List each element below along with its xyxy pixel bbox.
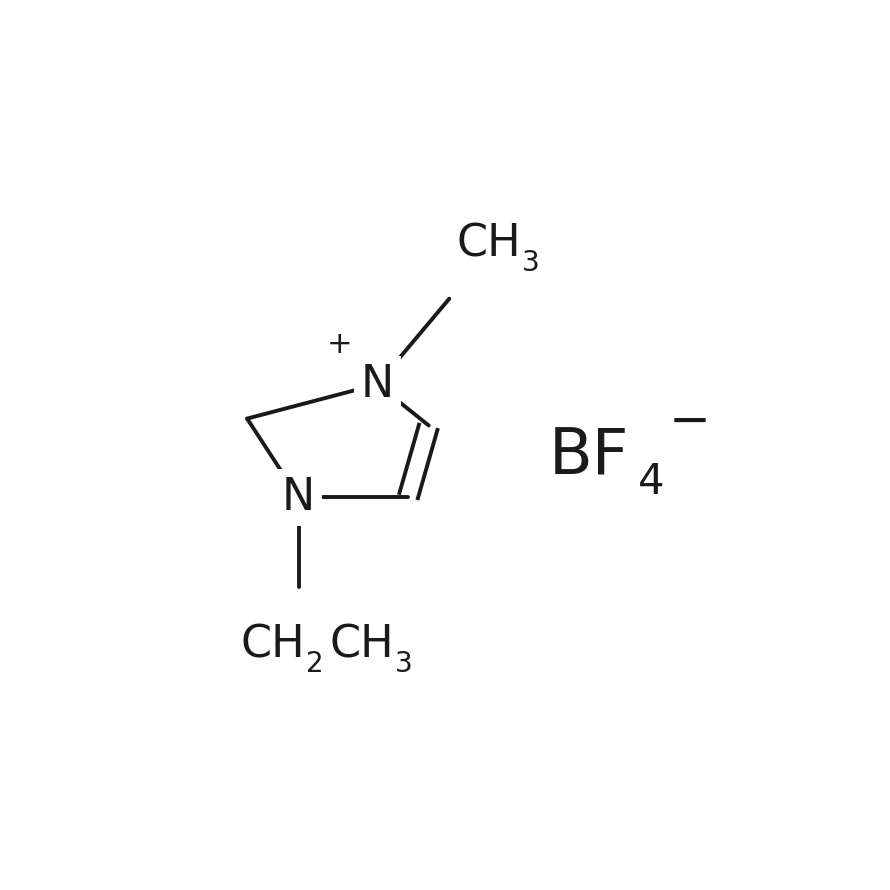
Text: N: N [282,476,315,519]
Text: CH: CH [329,623,394,667]
Text: N: N [360,363,394,406]
Text: BF: BF [548,425,629,488]
Text: 3: 3 [522,249,539,277]
Text: 4: 4 [638,461,664,504]
Text: 3: 3 [395,650,413,678]
Text: CH: CH [457,222,521,265]
Text: −: − [668,398,710,446]
Text: CH: CH [240,623,305,667]
Text: +: + [327,330,352,359]
Text: 2: 2 [306,650,324,678]
